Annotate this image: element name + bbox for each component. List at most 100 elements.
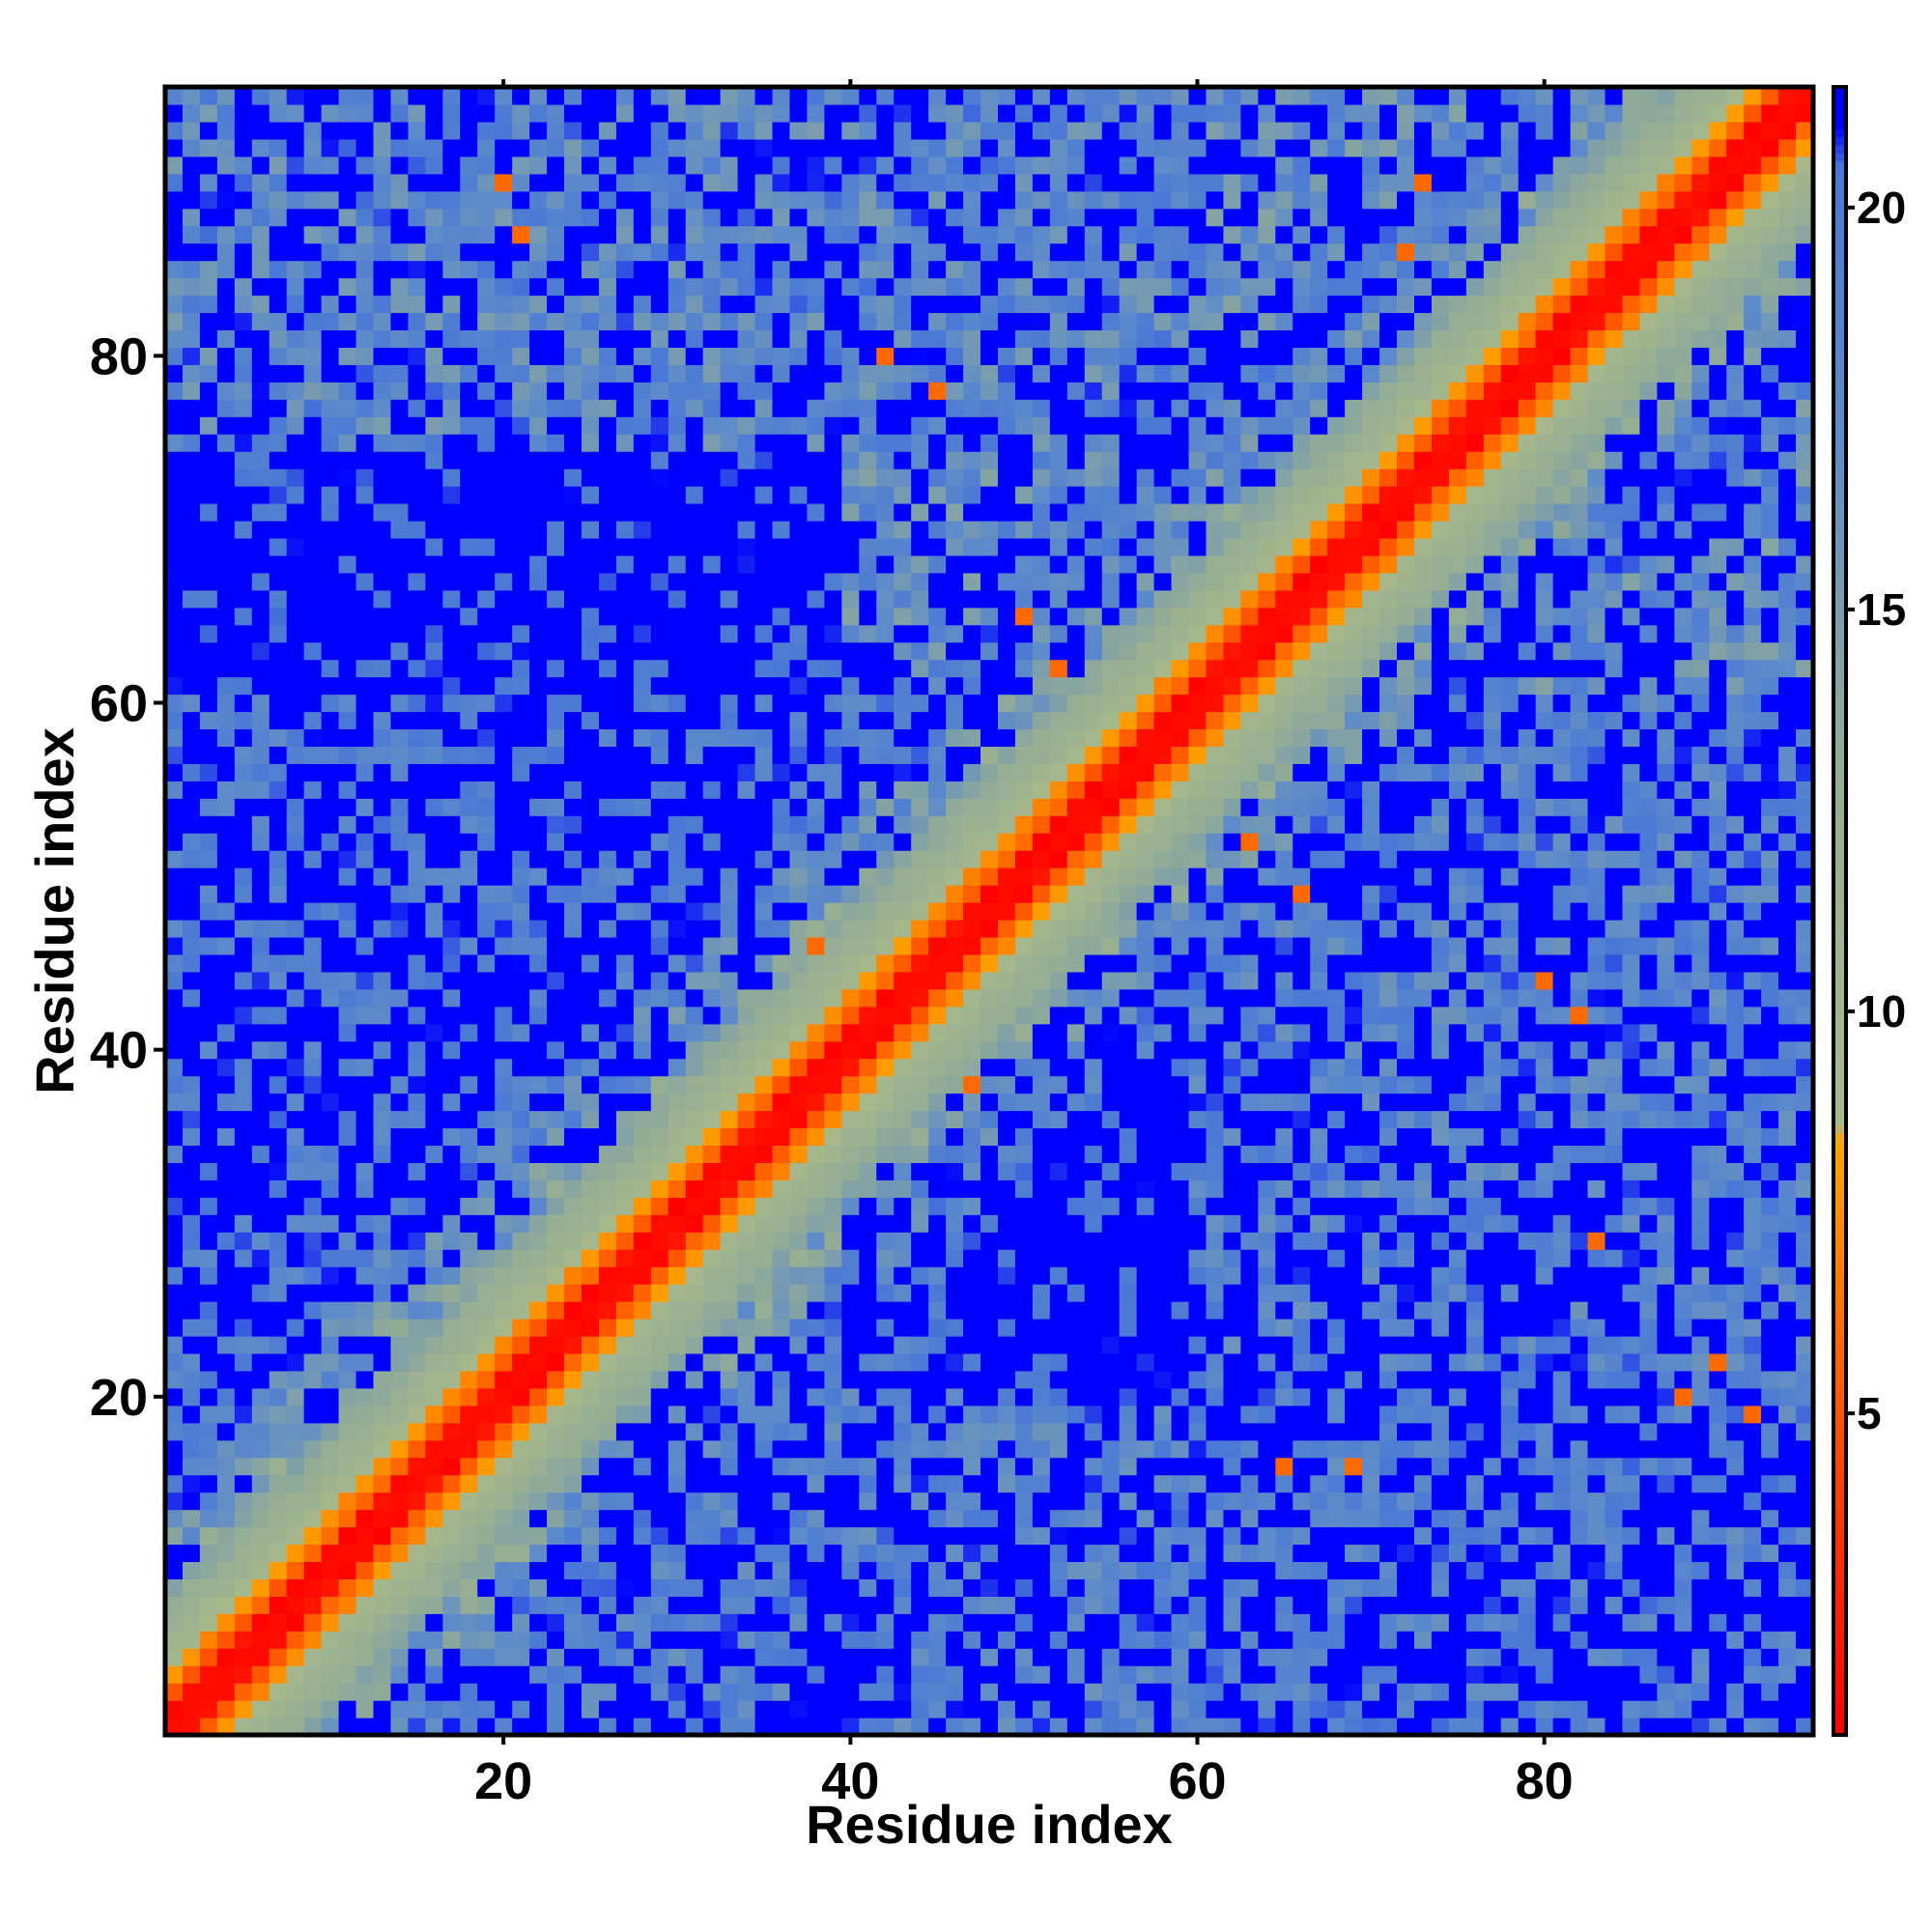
- heatmap-cell: [564, 1613, 582, 1632]
- heatmap-cell: [1327, 1596, 1346, 1614]
- heatmap-cell: [165, 1509, 184, 1528]
- heatmap-cell: [251, 1197, 270, 1215]
- heatmap-cell: [338, 1093, 357, 1112]
- heatmap-cell: [807, 1509, 825, 1528]
- heatmap-cell: [807, 1006, 825, 1025]
- heatmap-cell: [547, 1613, 565, 1632]
- heatmap-cell: [199, 850, 218, 868]
- heatmap-cell: [824, 971, 842, 990]
- heatmap-cell: [477, 971, 496, 990]
- heatmap-cell: [1639, 1040, 1658, 1060]
- heatmap-cell: [598, 867, 617, 886]
- heatmap-cell: [1552, 1544, 1572, 1563]
- heatmap-cell: [373, 1301, 392, 1320]
- heatmap-cell: [928, 919, 947, 938]
- heatmap-cell: [234, 1284, 253, 1302]
- heatmap-cell: [512, 936, 530, 955]
- heatmap-cell: [321, 1232, 340, 1250]
- heatmap-cell: [1066, 953, 1086, 973]
- heatmap-cell: [442, 1127, 461, 1147]
- heatmap-cell: [165, 1301, 184, 1320]
- heatmap-cell: [946, 936, 964, 955]
- heatmap-cell: [234, 1665, 253, 1684]
- heatmap-cell: [1153, 1561, 1173, 1579]
- heatmap-cell: [390, 1179, 410, 1198]
- heatmap-cell: [894, 1613, 912, 1632]
- heatmap-cell: [615, 1370, 635, 1389]
- heatmap-cell: [425, 1197, 443, 1215]
- heatmap-cell: [199, 988, 218, 1008]
- heatmap-cell: [1397, 1335, 1415, 1354]
- heatmap-cell: [442, 971, 461, 990]
- heatmap-cell: [598, 1214, 617, 1233]
- heatmap-cell: [1622, 885, 1641, 903]
- heatmap-cell: [1431, 1145, 1450, 1163]
- heatmap-cell: [1431, 953, 1450, 973]
- heatmap-cell: [251, 1561, 270, 1579]
- heatmap-cell: [1413, 1700, 1433, 1719]
- heatmap-cell: [234, 1214, 253, 1233]
- heatmap-cell: [754, 1613, 774, 1632]
- heatmap-cell: [477, 1700, 496, 1719]
- heatmap-cell: [1796, 1162, 1814, 1180]
- heatmap-cell: [460, 1561, 478, 1579]
- heatmap-cell: [165, 1665, 184, 1684]
- heatmap-cell: [1171, 1145, 1190, 1163]
- heatmap-cell: [772, 953, 791, 973]
- heatmap-cell: [1275, 1145, 1293, 1163]
- heatmap-cell: [303, 1335, 323, 1354]
- heatmap-cell: [1223, 1232, 1241, 1250]
- heatmap-cell: [615, 1301, 635, 1320]
- heatmap-cell: [789, 1214, 809, 1233]
- heatmap-cell: [1293, 1179, 1311, 1198]
- heatmap-cell: [199, 1179, 218, 1198]
- heatmap-cell: [1327, 1266, 1346, 1285]
- heatmap-cell: [199, 1266, 218, 1285]
- heatmap-cell: [1500, 1544, 1520, 1563]
- heatmap-cell: [182, 885, 201, 903]
- heatmap-cell: [1500, 1492, 1520, 1511]
- heatmap-cell: [269, 1422, 288, 1441]
- heatmap-cell: [165, 1718, 184, 1736]
- heatmap-cell: [894, 1162, 912, 1180]
- heatmap-cell: [1796, 1352, 1814, 1372]
- heatmap-cell: [1761, 1631, 1779, 1649]
- heatmap-cell: [911, 1075, 929, 1094]
- heatmap-cell: [1570, 833, 1589, 851]
- heatmap-cell: [251, 1266, 270, 1285]
- heatmap-cell: [547, 1162, 565, 1180]
- heatmap-cell: [1362, 1145, 1380, 1163]
- heatmap-cell: [980, 1665, 999, 1684]
- heatmap-cell: [1622, 1232, 1641, 1250]
- heatmap-cell: [1223, 1544, 1241, 1563]
- heatmap-cell: [1397, 1492, 1415, 1511]
- heatmap-cell: [720, 953, 739, 973]
- heatmap-cell: [911, 1284, 929, 1302]
- heatmap-cell: [1101, 1058, 1121, 1077]
- heatmap-cell: [1500, 1075, 1520, 1094]
- heatmap-cell: [1448, 1093, 1467, 1112]
- heatmap-cell: [702, 1422, 722, 1441]
- heatmap-cell: [529, 936, 548, 955]
- heatmap-cell: [1258, 1335, 1276, 1354]
- heatmap-cell: [702, 850, 722, 868]
- heatmap-cell: [1622, 850, 1641, 868]
- heatmap-cell: [286, 1613, 305, 1632]
- heatmap-cell: [1778, 1093, 1797, 1112]
- heatmap-cell: [1293, 1110, 1311, 1129]
- heatmap-cell: [1084, 1544, 1103, 1563]
- heatmap-cell: [1605, 1023, 1624, 1042]
- heatmap-cell: [1483, 971, 1502, 990]
- heatmap-cell: [1032, 1718, 1051, 1736]
- heatmap-cell: [165, 1266, 184, 1285]
- heatmap-cell: [911, 971, 929, 990]
- heatmap-cell: [720, 1474, 739, 1493]
- heatmap-cell: [633, 1578, 652, 1597]
- heatmap-cell: [1761, 850, 1779, 868]
- heatmap-cell: [668, 1422, 687, 1441]
- heatmap-cell: [754, 902, 774, 921]
- heatmap-cell: [1535, 1006, 1554, 1025]
- heatmap-cell: [338, 1665, 357, 1684]
- heatmap-cell: [251, 1665, 270, 1684]
- heatmap-cell: [1293, 1370, 1311, 1389]
